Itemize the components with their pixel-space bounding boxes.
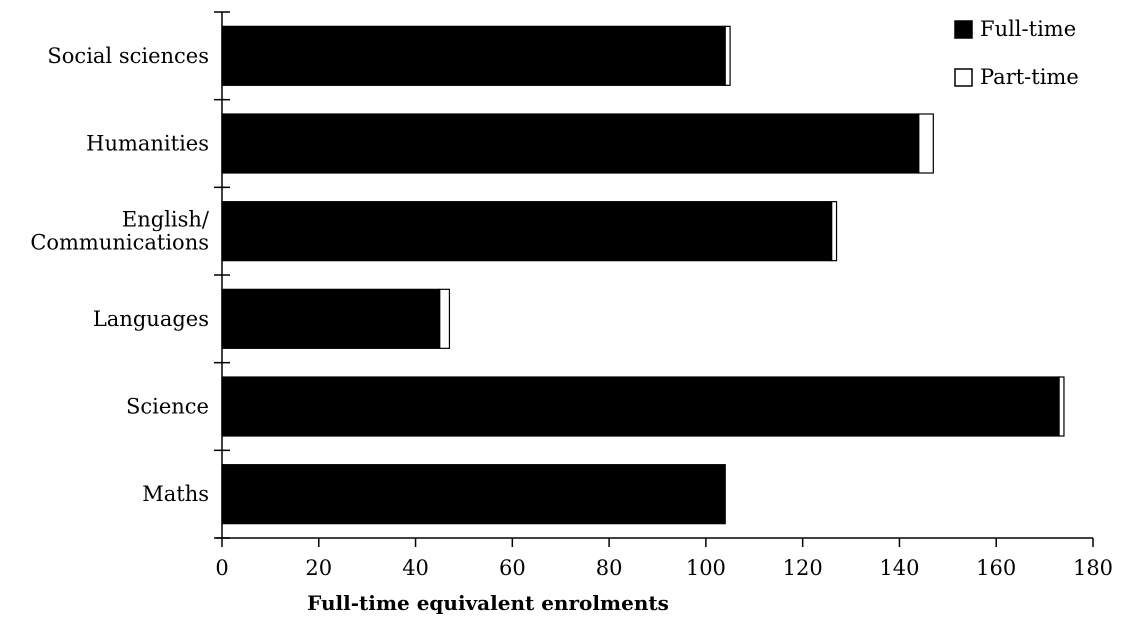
bar-full-time-maths [221,464,726,525]
x-tick-label: 160 [976,556,1016,580]
x-ticks-group: 0 20 40 60 80 100 120 140 160 180 [215,538,1113,580]
x-tick-label: 0 [215,556,228,580]
bar-full-time-english-communications [221,201,833,262]
bar-part-time-social-sciences [724,25,731,86]
legend-label-full-time: Full-time [980,17,1076,41]
x-tick-label: 20 [305,556,332,580]
bar-full-time-humanities [221,113,920,174]
x-axis-title: Full-time equivalent enrolments [307,591,669,615]
bar-full-time-social-sciences [221,25,726,86]
legend-label-part-time: Part-time [980,65,1079,89]
category-label-social-sciences: Social sciences [47,44,209,68]
bar-full-time-languages [221,288,441,349]
bar-part-time-languages [439,288,451,349]
x-tick-label: 180 [1073,556,1113,580]
x-tick-label: 120 [783,556,823,580]
axes-group [216,12,1093,539]
category-labels-group: Social sciences Humanities English/Communi… [30,44,210,506]
x-tick-label: 100 [686,556,726,580]
category-label-english-communications: English/Communications [30,208,210,255]
legend: Full-time Part-time [954,17,1079,89]
bar-part-time-humanities [918,113,934,174]
legend-swatch-part-time [954,68,973,87]
category-label-humanities: Humanities [86,132,209,156]
category-label-science: Science [126,395,209,419]
bars-group [221,25,1065,525]
category-label-maths: Maths [142,482,209,506]
x-tick-label: 40 [402,556,429,580]
x-tick-label: 80 [596,556,623,580]
bar-full-time-science [221,376,1060,437]
legend-swatch-full-time [954,20,973,39]
x-tick-label: 60 [499,556,526,580]
x-tick-label: 140 [879,556,919,580]
bar-part-time-science [1058,376,1065,437]
bar-part-time-english-communications [831,201,838,262]
category-label-languages: Languages [93,307,209,331]
